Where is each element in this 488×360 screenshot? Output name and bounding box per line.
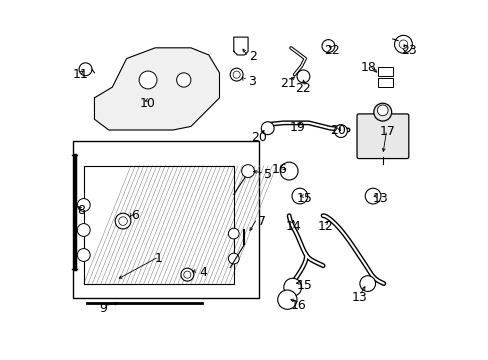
Circle shape: [394, 35, 411, 53]
FancyBboxPatch shape: [356, 114, 408, 158]
Text: 5: 5: [263, 168, 271, 181]
Text: 18: 18: [360, 61, 376, 74]
Circle shape: [296, 70, 309, 83]
Text: 11: 11: [73, 68, 89, 81]
Circle shape: [183, 271, 190, 278]
Text: 16: 16: [290, 298, 306, 311]
Circle shape: [230, 68, 243, 81]
Circle shape: [283, 278, 301, 296]
Circle shape: [280, 162, 298, 180]
Bar: [378, 67, 392, 76]
Text: 13: 13: [351, 291, 367, 305]
Circle shape: [233, 71, 240, 78]
Text: 20: 20: [330, 124, 346, 137]
Text: 10: 10: [139, 97, 155, 110]
Text: 21: 21: [280, 77, 295, 90]
Bar: [378, 78, 392, 87]
Circle shape: [228, 228, 239, 239]
Text: 15: 15: [296, 279, 312, 292]
Text: 16: 16: [271, 163, 287, 176]
Circle shape: [79, 63, 92, 76]
Bar: [83, 166, 233, 284]
Circle shape: [176, 73, 190, 87]
Circle shape: [322, 40, 334, 53]
Circle shape: [77, 249, 90, 261]
Text: 23: 23: [400, 44, 416, 57]
Circle shape: [377, 105, 387, 116]
Circle shape: [77, 224, 90, 237]
Text: 19: 19: [289, 121, 305, 134]
Circle shape: [241, 165, 254, 177]
Circle shape: [398, 40, 407, 49]
Text: 12: 12: [317, 220, 333, 233]
Circle shape: [77, 199, 90, 211]
Text: 15: 15: [296, 192, 312, 205]
Circle shape: [277, 290, 296, 309]
Text: 22: 22: [294, 82, 310, 95]
Circle shape: [115, 213, 131, 229]
Text: 2: 2: [249, 50, 257, 63]
Circle shape: [365, 188, 380, 204]
Circle shape: [119, 217, 127, 225]
Text: 13: 13: [372, 192, 388, 205]
Bar: [73, 141, 258, 298]
Circle shape: [139, 71, 157, 89]
Circle shape: [228, 253, 239, 264]
Text: 3: 3: [247, 75, 255, 88]
Text: 14: 14: [285, 220, 300, 233]
Circle shape: [359, 276, 375, 292]
Circle shape: [334, 125, 346, 138]
Text: 17: 17: [379, 125, 394, 138]
Circle shape: [261, 122, 274, 135]
Text: 9: 9: [99, 302, 107, 315]
Text: 7: 7: [258, 215, 266, 228]
Circle shape: [291, 188, 307, 204]
Text: 1: 1: [155, 252, 163, 265]
Text: 4: 4: [199, 266, 207, 279]
Circle shape: [181, 268, 193, 281]
Circle shape: [373, 103, 391, 121]
Text: 8: 8: [77, 204, 85, 217]
Text: 22: 22: [324, 44, 339, 57]
Text: 6: 6: [131, 209, 139, 222]
Text: 20: 20: [250, 131, 266, 144]
Polygon shape: [94, 48, 219, 130]
